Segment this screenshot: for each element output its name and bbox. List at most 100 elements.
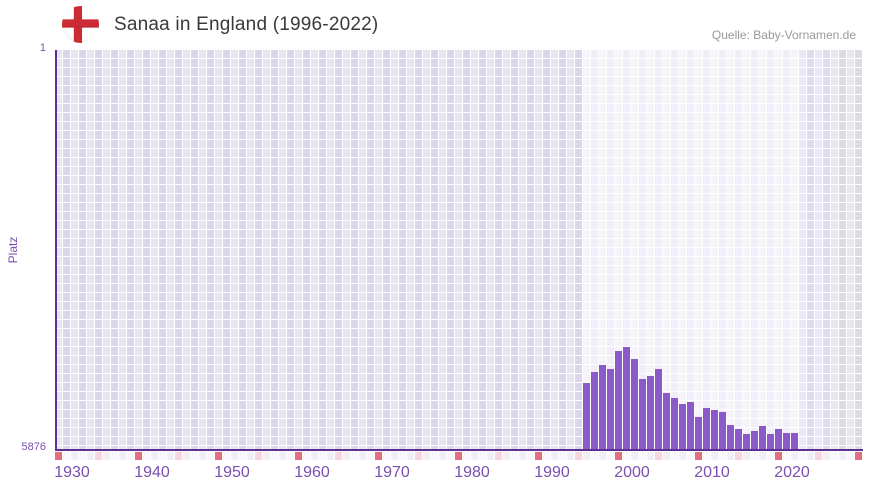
bar-2019 [767, 434, 774, 450]
plot-area [55, 50, 863, 450]
decade-tick-cell [615, 452, 622, 460]
year-tick-cell [63, 452, 70, 460]
half-decade-tick-cell [735, 452, 742, 460]
bar-2008 [679, 404, 686, 450]
x-axis-tick-strip [55, 452, 863, 460]
bar-1997 [591, 372, 598, 450]
decade-tick-cell [535, 452, 542, 460]
year-tick-cell [311, 452, 318, 460]
decade-tick-cell [55, 452, 62, 460]
year-tick-cell [303, 452, 310, 460]
bar-2020 [775, 429, 782, 450]
half-decade-tick-cell [335, 452, 342, 460]
year-tick-cell [431, 452, 438, 460]
year-tick-cell [783, 452, 790, 460]
year-tick-cell [183, 452, 190, 460]
year-tick-cell [743, 452, 750, 460]
year-tick-cell [671, 452, 678, 460]
year-tick-cell [823, 452, 830, 460]
x-axis-labels: 1930 1940 1950 1960 1970 1980 1990 2000 2010 2020 [54, 464, 873, 486]
x-axis-year-label-1940: 1940 [134, 464, 170, 481]
bar-2009 [687, 401, 694, 450]
bar-1996 [583, 383, 590, 450]
year-tick-cell [791, 452, 798, 460]
bar-2014 [727, 425, 734, 450]
x-axis-year-label-2020: 2020 [774, 464, 810, 481]
year-tick-cell [199, 452, 206, 460]
half-decade-tick-cell [255, 452, 262, 460]
source-credit-link[interactable]: Quelle: Baby-Vornamen.de [711, 28, 856, 42]
year-tick-cell [631, 452, 638, 460]
half-decade-tick-cell [495, 452, 502, 460]
year-tick-cell [487, 452, 494, 460]
year-tick-cell [663, 452, 670, 460]
bar-2016 [743, 434, 750, 450]
x-axis-line [55, 449, 863, 451]
year-tick-cell [599, 452, 606, 460]
year-tick-cell [567, 452, 574, 460]
year-tick-cell [679, 452, 686, 460]
decade-tick-cell [775, 452, 782, 460]
x-axis-year-label-1990: 1990 [534, 464, 570, 481]
x-axis-year-label-2000: 2000 [614, 464, 650, 481]
year-tick-cell [511, 452, 518, 460]
bar-2007 [671, 398, 678, 450]
decade-tick-cell [695, 452, 702, 460]
bar-2017 [751, 431, 758, 450]
chart-title: Sanaa in England (1996-2022) [114, 13, 379, 35]
year-tick-cell [807, 452, 814, 460]
year-tick-cell [383, 452, 390, 460]
year-tick-cell [247, 452, 254, 460]
year-tick-cell [439, 452, 446, 460]
bar-2010 [695, 417, 702, 450]
year-tick-cell [319, 452, 326, 460]
year-tick-cell [583, 452, 590, 460]
bar-2004 [647, 376, 654, 450]
bar-2011 [703, 408, 710, 450]
year-tick-cell [751, 452, 758, 460]
bar-2005 [655, 368, 662, 450]
x-axis-year-label-2010: 2010 [694, 464, 730, 481]
year-tick-cell [127, 452, 134, 460]
y-axis-line [55, 50, 57, 451]
year-tick-cell [327, 452, 334, 460]
bar-1999 [607, 369, 614, 450]
half-decade-tick-cell [175, 452, 182, 460]
decade-tick-cell [295, 452, 302, 460]
year-tick-cell [463, 452, 470, 460]
y-axis-top-tick: 1 [39, 42, 46, 54]
bar-2022 [791, 432, 798, 450]
x-axis-year-label-1960: 1960 [294, 464, 330, 481]
year-tick-cell [647, 452, 654, 460]
year-tick-cell [423, 452, 430, 460]
bar-2021 [783, 432, 790, 450]
year-tick-cell [103, 452, 110, 460]
year-tick-cell [447, 452, 454, 460]
y-axis-label: Platz [6, 236, 20, 264]
year-tick-cell [279, 452, 286, 460]
x-axis-year-label-1980: 1980 [454, 464, 490, 481]
year-tick-cell [551, 452, 558, 460]
year-tick-cell [407, 452, 414, 460]
year-tick-cell [687, 452, 694, 460]
bar-2001 [623, 346, 630, 450]
year-tick-cell [479, 452, 486, 460]
grid-region-data-period-highlight [583, 50, 799, 450]
year-tick-cell [727, 452, 734, 460]
decade-tick-cell [855, 452, 862, 460]
year-tick-cell [471, 452, 478, 460]
year-tick-cell [239, 452, 246, 460]
england-flag-icon [62, 6, 99, 43]
bar-2013 [719, 411, 726, 450]
year-tick-cell [799, 452, 806, 460]
decade-tick-cell [375, 452, 382, 460]
year-tick-cell [119, 452, 126, 460]
year-tick-cell [543, 452, 550, 460]
year-tick-cell [151, 452, 158, 460]
half-decade-tick-cell [815, 452, 822, 460]
bar-2015 [735, 428, 742, 450]
year-tick-cell [167, 452, 174, 460]
y-axis-bottom-tick: 5876 [21, 441, 46, 453]
year-tick-cell [591, 452, 598, 460]
